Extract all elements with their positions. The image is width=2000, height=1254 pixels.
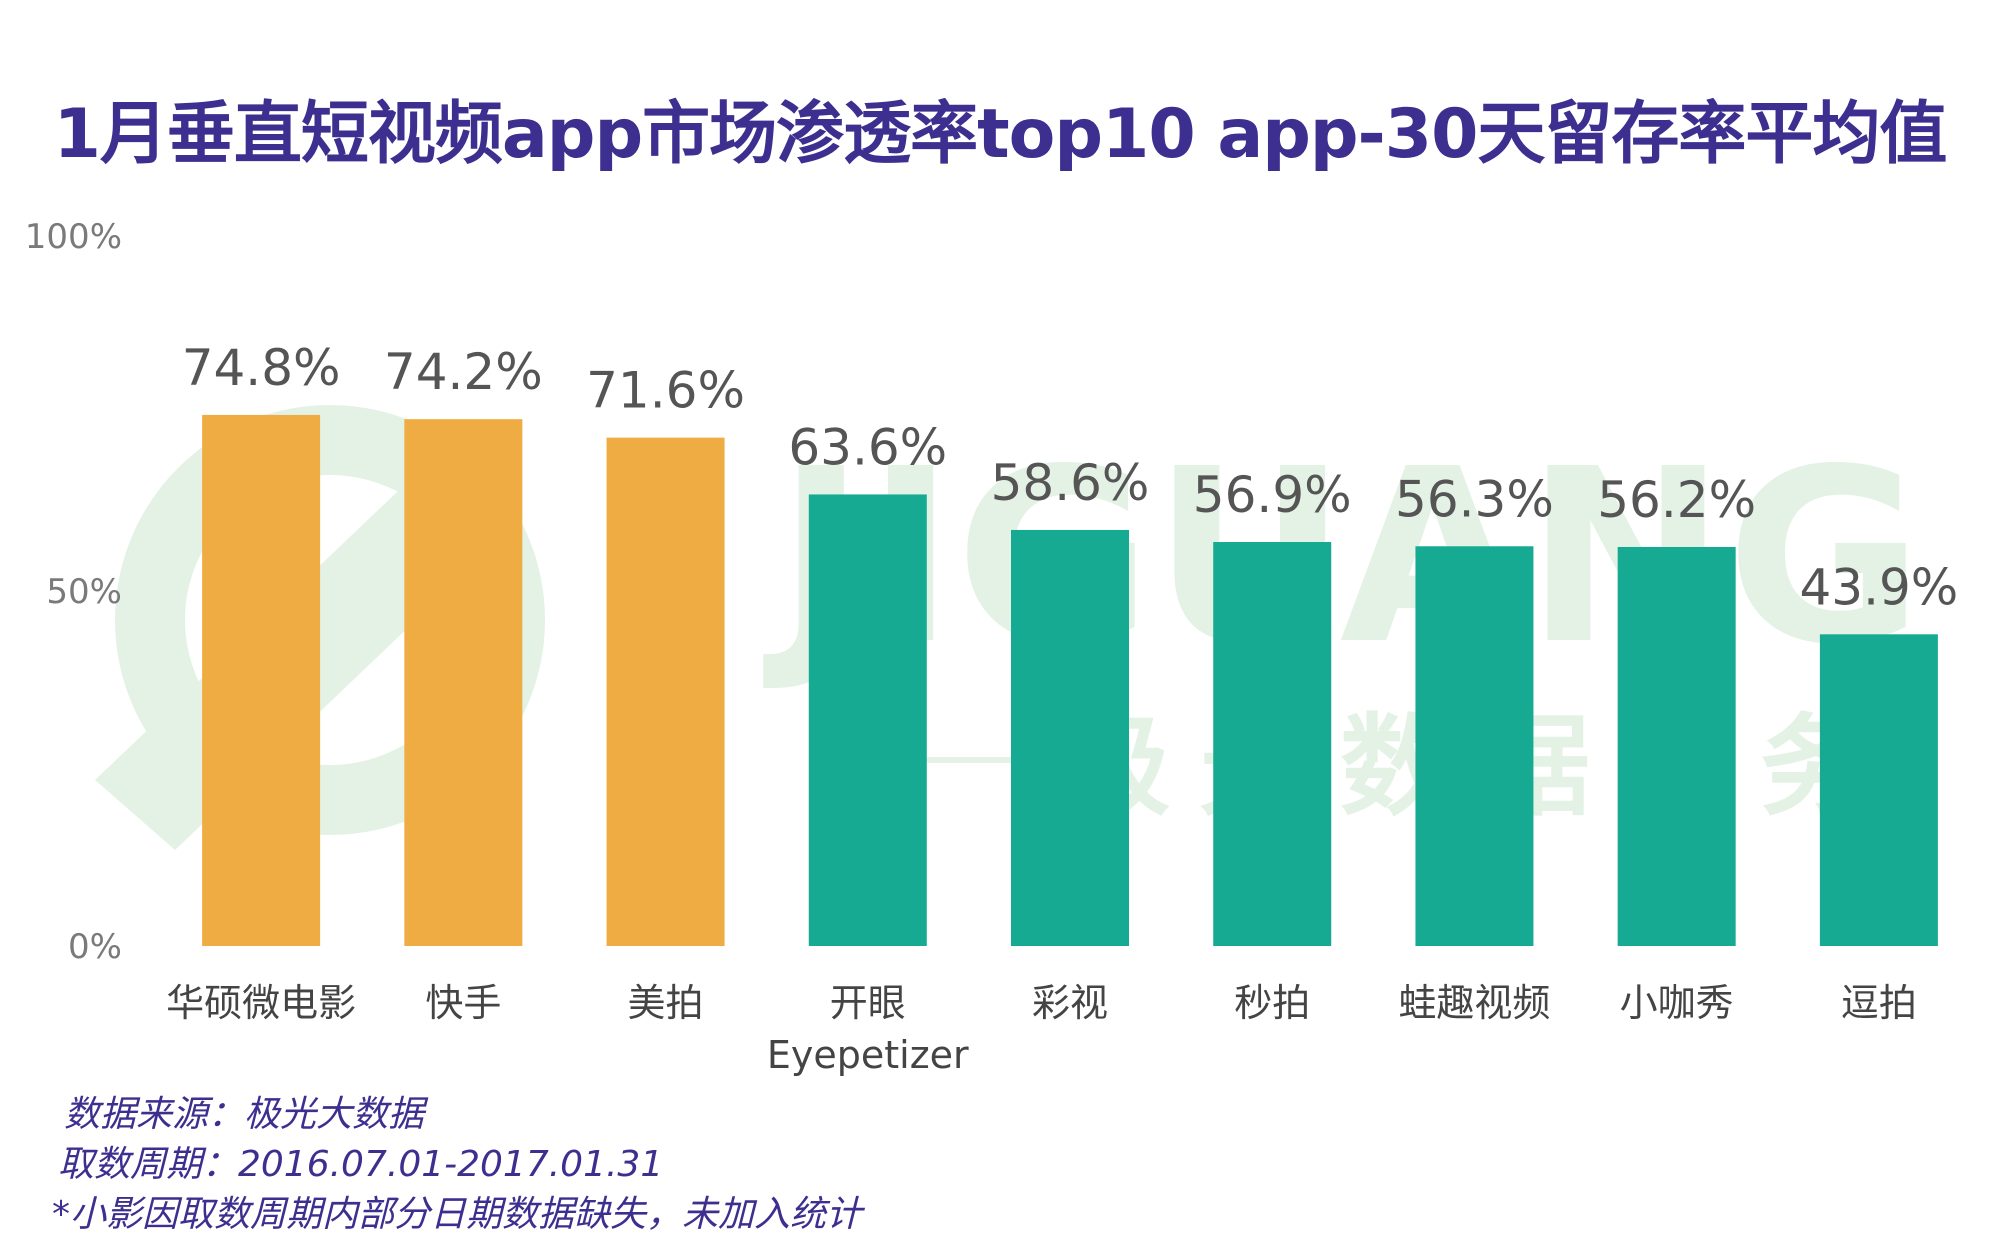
x-tick-label: 华硕微电影: [166, 981, 356, 1025]
bar: [606, 437, 725, 946]
x-tick-label: 秒拍: [1234, 981, 1310, 1025]
x-tick-label: 彩视: [1032, 981, 1108, 1025]
x-tick-label: 美拍: [628, 981, 704, 1025]
data-label: 63.6%: [788, 418, 947, 476]
x-tick-label: 蛙趣视频: [1398, 981, 1550, 1025]
bar: [1819, 634, 1938, 946]
data-label: 56.3%: [1395, 470, 1554, 528]
bars-group: [202, 414, 1938, 946]
category-labels-group: 华硕微电影 快手 美拍 开眼 Eyepetizer 彩视 秒拍 蛙趣视频 小咖秀 逗拍: [166, 981, 1917, 1077]
data-label: 56.2%: [1597, 471, 1756, 529]
x-tick-sublabel: Eyepetizer: [767, 1033, 969, 1077]
bar: [808, 494, 927, 946]
missing-data-footnote: *小影因取数周期内部分日期数据缺失，未加入统计: [52, 1194, 863, 1235]
bar: [1011, 529, 1129, 946]
y-tick-label: 50%: [46, 572, 122, 612]
y-axis: 0% 50% 100%: [25, 217, 122, 967]
data-label: 58.6%: [991, 454, 1150, 512]
data-source-note: 数据来源：极光大数据: [64, 1094, 425, 1135]
data-label: 56.9%: [1193, 466, 1352, 524]
data-period-note: 取数周期：2016.07.01-2017.01.31: [58, 1144, 664, 1185]
x-tick-label: 小咖秀: [1620, 981, 1734, 1025]
data-label: 71.6%: [586, 362, 745, 420]
x-tick-label: 开眼: [830, 981, 906, 1025]
chart-title: 1月垂直短视频app市场渗透率top10 app-30天留存率平均值: [53, 95, 1948, 174]
data-label: 74.2%: [384, 343, 543, 401]
bar: [404, 419, 523, 946]
value-labels-group: 74.8% 74.2% 71.6% 63.6% 58.6% 56.9% 56.3% 56.2%…: [182, 339, 1959, 616]
bar: [1617, 546, 1736, 946]
x-tick-label: 快手: [425, 981, 501, 1025]
chart-notes: 数据来源：极光大数据 取数周期：2016.07.01-2017.01.31 *小…: [52, 1090, 862, 1240]
data-label: 43.9%: [1799, 558, 1958, 616]
data-label: 74.8%: [182, 339, 341, 397]
bar: [202, 414, 321, 946]
bar: [1213, 542, 1332, 946]
y-tick-label: 0%: [68, 927, 122, 967]
y-tick-label: 100%: [25, 217, 122, 257]
x-tick-label: 逗拍: [1841, 981, 1917, 1025]
bar: [1415, 546, 1534, 946]
